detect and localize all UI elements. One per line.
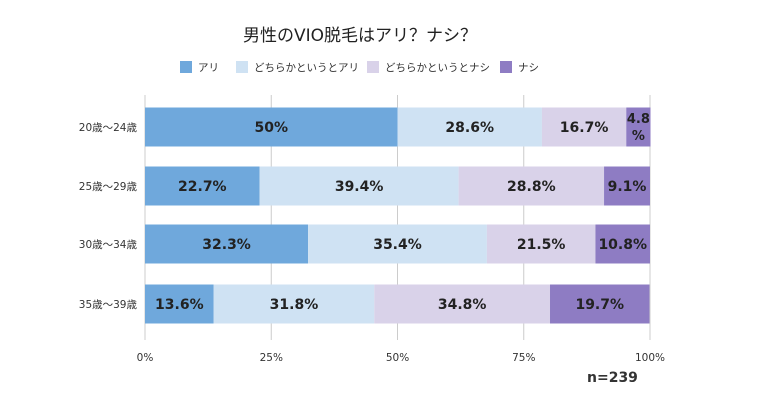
data-label: 19.7% — [575, 297, 624, 313]
bar-segment — [374, 284, 551, 324]
data-labels: 50% 28.6% 16.7% 4.8% 22.7% 39.4% 28.8% 9.1% 32.3… — [155, 112, 650, 313]
category-label: 30歳〜34歳 — [79, 239, 138, 251]
bar-segment — [626, 107, 651, 147]
bar-segment — [604, 166, 650, 206]
data-label: 31.8% — [270, 297, 319, 313]
bar-segment — [145, 166, 260, 206]
bar-segment — [595, 224, 650, 264]
legend-label: どちらかというとアリ — [254, 62, 359, 74]
chart-title: 男性のVIO脱毛はアリ？ナシ？ — [243, 26, 477, 46]
bar-segment — [145, 284, 214, 324]
x-tick-label: 75% — [512, 352, 535, 364]
x-tick-label: 100% — [635, 352, 665, 364]
legend-label: ナシ — [518, 62, 539, 74]
legend-label: アリ — [198, 62, 219, 74]
data-label: 22.7% — [178, 179, 227, 195]
data-label: 28.8% — [507, 179, 556, 195]
x-tick-label: 0% — [137, 352, 154, 364]
legend: アリ どちらかというとアリ どちらかというとナシ ナシ — [180, 61, 539, 74]
data-label: 28.6% — [445, 120, 494, 136]
data-label: 32.3% — [202, 237, 251, 253]
category-label: 20歳〜24歳 — [79, 122, 138, 134]
bar-segment — [486, 224, 596, 264]
bar-segment — [213, 284, 375, 324]
data-label: 16.7% — [560, 120, 609, 136]
legend-swatch — [500, 61, 512, 73]
bar-segment — [145, 107, 398, 147]
bar-segment — [259, 166, 459, 206]
legend-swatch — [236, 61, 248, 73]
data-label: 35.4% — [373, 237, 422, 253]
category-labels: 20歳〜24歳 25歳〜29歳 30歳〜34歳 35歳〜39歳 — [79, 122, 138, 311]
x-tick-label: 50% — [386, 352, 409, 364]
bar-segment — [541, 107, 627, 147]
bars — [145, 107, 651, 324]
data-label: 21.5% — [517, 237, 566, 253]
bar-segment — [458, 166, 605, 206]
x-tick-labels: 0% 25% 50% 75% 100% — [137, 352, 665, 364]
category-label: 25歳〜29歳 — [79, 181, 138, 193]
data-label: 13.6% — [155, 297, 204, 313]
legend-label: どちらかというとナシ — [385, 62, 490, 74]
bar-segment — [397, 107, 542, 147]
data-label: 9.1% — [608, 179, 647, 195]
x-tick-label: 25% — [260, 352, 283, 364]
legend-swatch — [180, 61, 192, 73]
bar-segment — [550, 284, 650, 324]
bar-segment — [145, 224, 309, 264]
data-label: 4.8 — [627, 112, 650, 127]
sample-size-annotation: n=239 — [587, 370, 638, 386]
legend-swatch — [367, 61, 379, 73]
category-label: 35歳〜39歳 — [79, 299, 138, 311]
data-label: 50% — [254, 120, 288, 136]
bar-segment — [308, 224, 487, 264]
data-label: 10.8% — [598, 237, 647, 253]
data-label: 34.8% — [438, 297, 487, 313]
data-label: 39.4% — [335, 179, 384, 195]
data-label: % — [632, 129, 645, 144]
